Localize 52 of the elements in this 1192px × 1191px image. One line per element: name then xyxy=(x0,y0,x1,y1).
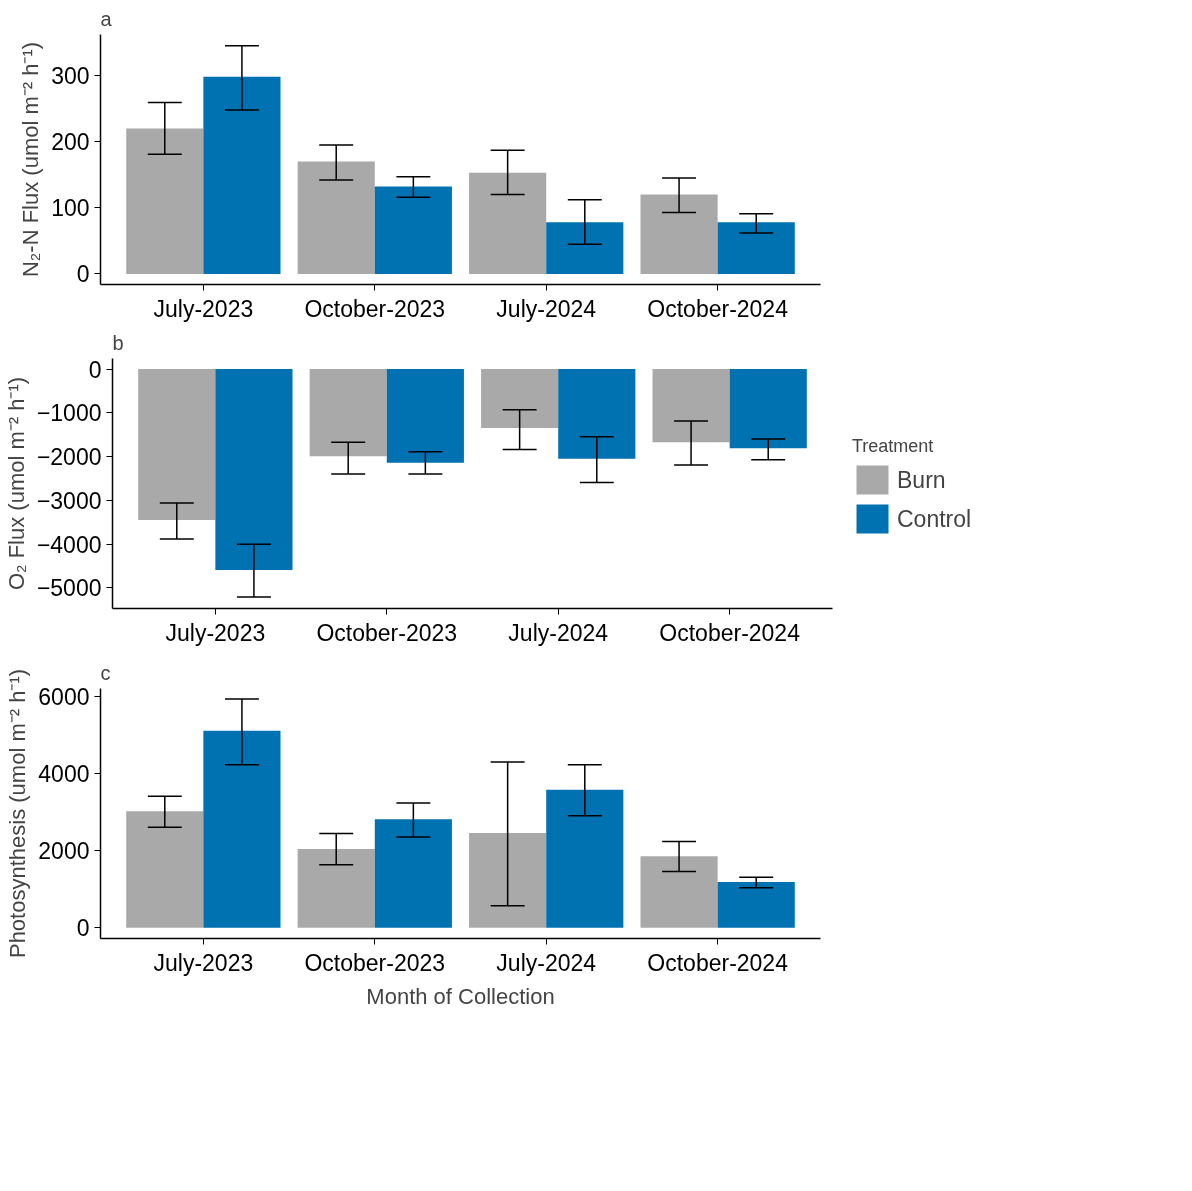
y-tick-label: 0 xyxy=(76,261,90,288)
legend-title: Treatment xyxy=(852,435,935,457)
x-tick-label: July-2023 xyxy=(165,619,266,646)
y-tick-label: 6000 xyxy=(38,684,90,711)
x-tick-label: July-2024 xyxy=(496,949,597,976)
bar xyxy=(546,789,624,928)
y-tick-label: −4000 xyxy=(36,531,102,558)
x-tick-label: July-2024 xyxy=(508,619,609,646)
bar xyxy=(297,848,375,928)
x-tick-label: October-2024 xyxy=(647,949,789,976)
bar xyxy=(126,811,204,928)
y-tick-label: 200 xyxy=(51,129,90,156)
y-tick-label: 4000 xyxy=(38,761,90,788)
bar xyxy=(203,730,281,928)
x-tick-label: July-2024 xyxy=(496,295,597,322)
bar xyxy=(717,881,795,928)
y-tick-label: 0 xyxy=(76,915,90,942)
bar xyxy=(126,128,204,274)
x-axis-title: Month of Collection xyxy=(366,983,555,1009)
bar xyxy=(640,194,718,274)
bar xyxy=(203,76,281,274)
y-tick-label: 0 xyxy=(88,356,102,383)
x-tick-label: October-2023 xyxy=(304,949,446,976)
bar xyxy=(374,819,452,928)
bar xyxy=(546,222,624,274)
x-tick-label: October-2023 xyxy=(304,295,446,322)
x-tick-label: October-2024 xyxy=(647,295,789,322)
legend-label: Control xyxy=(897,505,972,532)
x-tick-label: July-2023 xyxy=(153,295,254,322)
chart-title: b xyxy=(112,331,124,354)
x-tick-label: July-2023 xyxy=(153,949,254,976)
legend-label: Burn xyxy=(897,466,946,493)
bar xyxy=(640,856,718,928)
bar xyxy=(469,833,547,928)
bar xyxy=(717,222,795,274)
y-tick-label: −2000 xyxy=(36,444,102,471)
y-tick-label: −5000 xyxy=(36,575,102,602)
y-tick-label: 300 xyxy=(51,63,90,90)
bar xyxy=(374,186,452,274)
y-axis-title: N₂-N Flux (umol m⁻² h⁻¹) xyxy=(18,41,44,278)
chart-title: c xyxy=(100,661,111,684)
y-tick-label: 2000 xyxy=(38,838,90,865)
y-tick-label: −1000 xyxy=(36,400,102,427)
y-tick-label: −3000 xyxy=(36,487,102,514)
chart-title: a xyxy=(100,7,113,30)
y-axis-title: O₂ Flux (umol m⁻² h⁻¹) xyxy=(3,376,29,591)
bar xyxy=(297,161,375,274)
y-axis-title: Photosynthesis (umol m⁻² h⁻¹) xyxy=(5,668,31,959)
x-tick-label: October-2024 xyxy=(659,619,801,646)
x-tick-label: October-2023 xyxy=(316,619,458,646)
bar xyxy=(469,172,547,274)
y-tick-label: 100 xyxy=(51,195,90,222)
